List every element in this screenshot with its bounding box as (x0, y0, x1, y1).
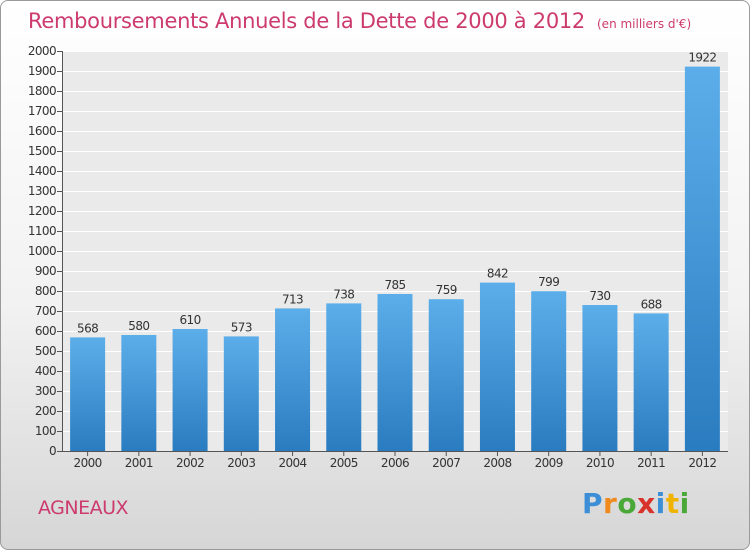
y-axis: 0 100 200 300 400 500 600 700 800 900 1000 1100 1200… (28, 44, 728, 458)
x-axis: 2000 2001 2002 2003 2004 2005 2006 2007 2008 2009… (74, 451, 717, 470)
y-tick-label: 500 (35, 344, 56, 358)
bar-2007 (428, 299, 464, 451)
y-tick-label: 1400 (28, 164, 56, 178)
value-label-2011: 688 (641, 297, 662, 311)
logo-letter: i (679, 487, 690, 520)
y-tick-label: 1800 (28, 84, 56, 98)
value-label-2001: 580 (128, 319, 149, 333)
bar-2005 (326, 303, 362, 451)
logo-letter: P (582, 487, 604, 520)
logo-letter: x (637, 487, 656, 520)
title-text: Remboursements Annuels de la Dette de 20… (28, 9, 585, 33)
value-label-2002: 610 (180, 313, 201, 327)
x-tick-label: 2003 (227, 456, 255, 470)
x-tick-label: 2001 (125, 456, 153, 470)
y-tick-label: 800 (35, 284, 56, 298)
town-name: AGNEAUX (38, 497, 129, 519)
y-tick-label: 700 (35, 304, 56, 318)
logo-letter: t (665, 487, 680, 520)
bar-2001 (121, 335, 157, 451)
logo-letter: i (655, 487, 666, 520)
bar-2004 (275, 308, 311, 451)
x-tick-label: 2000 (74, 456, 102, 470)
value-label-2010: 730 (589, 289, 610, 303)
bar-2009 (531, 291, 567, 451)
unit-label: (en milliers d'€) (597, 17, 692, 31)
value-label-2005: 738 (333, 287, 354, 301)
y-tick-label: 900 (35, 264, 56, 278)
value-label-2009: 799 (538, 275, 559, 289)
y-tick-label: 600 (35, 324, 56, 338)
bar-2003 (223, 336, 259, 451)
x-tick-label: 2012 (688, 456, 716, 470)
y-tick-label: 1000 (28, 244, 56, 258)
bar-2002 (172, 329, 208, 451)
y-tick-label: 100 (35, 424, 56, 438)
x-tick-label: 2004 (278, 456, 306, 470)
bar-2006 (377, 294, 413, 451)
y-tick-label: 1600 (28, 124, 56, 138)
bar-2000 (70, 337, 106, 451)
y-tick-label: 1700 (28, 104, 56, 118)
y-tick-label: 1200 (28, 204, 56, 218)
x-tick-label: 2002 (176, 456, 204, 470)
chart-title: Remboursements Annuels de la Dette de 20… (28, 9, 691, 33)
bar-2011 (633, 313, 669, 451)
value-label-2003: 573 (231, 320, 252, 334)
logo-letter: o (617, 487, 638, 520)
y-tick-label: 300 (35, 384, 56, 398)
y-tick-label: 2000 (28, 44, 56, 58)
x-tick-label: 2009 (535, 456, 563, 470)
x-tick-label: 2007 (432, 456, 460, 470)
y-tick-label: 1100 (28, 224, 56, 238)
x-tick-label: 2006 (381, 456, 409, 470)
value-label-2006: 785 (384, 278, 405, 292)
y-tick-label: 400 (35, 364, 56, 378)
y-tick-label: 1300 (28, 184, 56, 198)
value-label-2008: 842 (487, 267, 508, 281)
x-tick-label: 2011 (637, 456, 665, 470)
logo-letter: r (603, 487, 618, 520)
bar-2010 (582, 305, 618, 451)
bars (70, 66, 720, 451)
y-tick-label: 200 (35, 404, 56, 418)
value-label-2000: 568 (77, 321, 98, 335)
value-label-2004: 713 (282, 292, 303, 306)
x-tick-label: 2010 (586, 456, 614, 470)
value-label-2007: 759 (436, 283, 457, 297)
proxiti-logo: Proxiti (582, 487, 690, 520)
x-tick-label: 2005 (330, 456, 358, 470)
y-tick-label: 1500 (28, 144, 56, 158)
bar-2008 (479, 282, 515, 451)
bar-2012 (684, 66, 720, 451)
data-labels: 568 580 610 573 713 738 785 759 842 799 730 688 1922 (77, 51, 717, 336)
x-tick-label: 2008 (483, 456, 511, 470)
y-tick-label: 0 (49, 444, 56, 458)
value-label-2012: 1922 (688, 51, 716, 65)
y-tick-label: 1900 (28, 64, 56, 78)
